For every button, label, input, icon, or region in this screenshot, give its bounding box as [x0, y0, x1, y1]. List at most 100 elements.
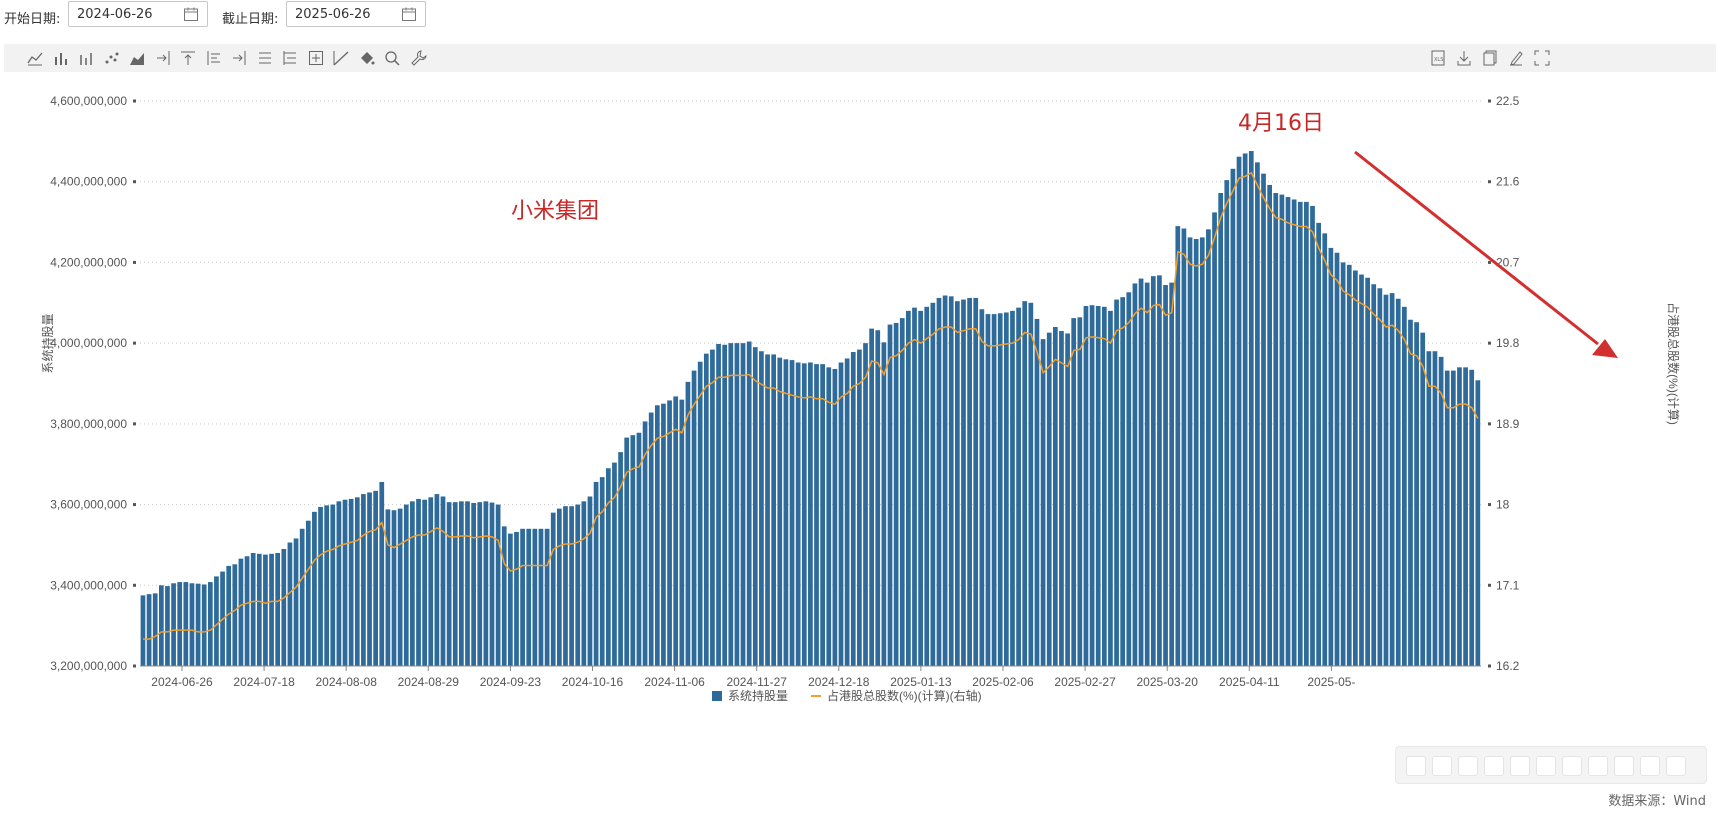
bar	[158, 585, 164, 666]
y-left-tick-label: 4,000,000,000	[50, 336, 127, 350]
bar	[863, 343, 868, 666]
bar	[293, 538, 299, 666]
bar	[410, 501, 415, 666]
x-tick-label: 2024-09-23	[480, 675, 542, 689]
bar	[269, 553, 274, 666]
area-chart-icon[interactable]	[128, 49, 146, 67]
overlay-button	[1510, 756, 1530, 776]
align-left-icon[interactable]	[205, 49, 223, 67]
bar	[483, 501, 489, 666]
bar	[1420, 332, 1426, 666]
y-tick-mark	[1488, 422, 1491, 426]
annotation-arrowhead	[1592, 339, 1618, 358]
x-tick-label: 2024-08-08	[316, 675, 378, 689]
bar	[728, 343, 734, 666]
annotation-company: 小米集团	[511, 199, 599, 224]
bar	[948, 296, 954, 666]
bar	[367, 492, 372, 666]
edit-icon[interactable]	[1507, 49, 1525, 67]
calendar-icon[interactable]	[401, 6, 417, 22]
bar	[1022, 301, 1028, 666]
y-tick-mark	[133, 583, 136, 587]
bar	[1408, 319, 1413, 666]
bar	[489, 502, 495, 666]
bar-chart-icon[interactable]	[52, 49, 70, 67]
bar	[1212, 212, 1217, 666]
bar	[1040, 339, 1046, 666]
overlay-button	[1666, 756, 1686, 776]
y-tick-mark	[1488, 664, 1491, 668]
bar	[1310, 205, 1315, 666]
align-right-arrow-icon[interactable]	[230, 49, 248, 67]
download-icon[interactable]	[1455, 49, 1473, 67]
bar	[1230, 168, 1236, 667]
overlay-button	[1614, 756, 1634, 776]
bar	[826, 367, 832, 666]
bar	[1383, 294, 1389, 666]
bar	[1065, 333, 1070, 666]
calendar-icon[interactable]	[183, 6, 199, 22]
bar	[1475, 380, 1481, 666]
bar	[716, 343, 721, 666]
bar	[942, 295, 948, 666]
bar	[979, 309, 985, 666]
y-right-tick-label: 21.6	[1496, 175, 1520, 189]
bar	[1426, 351, 1432, 666]
bar	[722, 344, 728, 666]
bar	[1359, 274, 1364, 666]
svg-text:XLS: XLS	[1434, 57, 1443, 63]
x-tick-label: 2024-08-29	[398, 675, 460, 689]
bar	[312, 511, 317, 666]
end-date-input[interactable]: 2025-06-26	[286, 1, 426, 27]
grid-plus-icon[interactable]	[307, 49, 325, 67]
bar	[679, 399, 685, 666]
bar	[924, 306, 930, 666]
bar	[1003, 312, 1009, 666]
y-right-tick-label: 16.2	[1496, 659, 1520, 673]
scatter-icon[interactable]	[103, 49, 121, 67]
bar	[563, 506, 568, 666]
bar	[324, 505, 330, 666]
trend-icon[interactable]	[332, 49, 350, 67]
y-left-tick-label: 3,800,000,000	[50, 417, 127, 431]
align-right-icon[interactable]	[154, 49, 172, 67]
bar	[434, 494, 440, 666]
bar	[330, 504, 336, 666]
bar	[1089, 305, 1095, 666]
bar	[1120, 297, 1126, 666]
bar	[532, 528, 538, 666]
x-tick-label: 2024-11-06	[644, 675, 705, 689]
start-date-input[interactable]: 2024-06-26	[68, 1, 208, 27]
bar	[263, 554, 268, 666]
bar	[556, 508, 562, 666]
wrench-icon[interactable]	[409, 49, 427, 67]
bar	[299, 528, 305, 666]
fullscreen-icon[interactable]	[1533, 49, 1551, 67]
paint-bucket-icon[interactable]	[358, 49, 376, 67]
y-left-tick-label: 3,200,000,000	[50, 659, 127, 673]
bar	[275, 553, 281, 666]
bar	[336, 501, 342, 666]
align-top-icon[interactable]	[179, 49, 197, 67]
list-alt-icon[interactable]	[281, 49, 299, 67]
export-xls-icon[interactable]: XLS	[1429, 49, 1447, 67]
zoom-icon[interactable]	[383, 49, 401, 67]
bar	[501, 526, 507, 666]
bar	[930, 302, 936, 666]
y-right-tick-label: 20.7	[1496, 255, 1520, 269]
y-tick-mark	[1488, 99, 1491, 103]
bar	[361, 494, 366, 666]
bar	[538, 528, 544, 666]
list-icon[interactable]	[256, 49, 274, 67]
line-chart-icon[interactable]	[26, 49, 44, 67]
bar	[1016, 307, 1021, 666]
stacked-bar-icon[interactable]	[77, 49, 95, 67]
bar	[1371, 284, 1377, 666]
bar	[1248, 151, 1254, 666]
bar	[1095, 306, 1101, 666]
bar	[244, 556, 250, 666]
bar	[1181, 228, 1187, 666]
bar	[1052, 327, 1058, 666]
overlay-button	[1484, 756, 1504, 776]
copy-icon[interactable]	[1481, 49, 1499, 67]
